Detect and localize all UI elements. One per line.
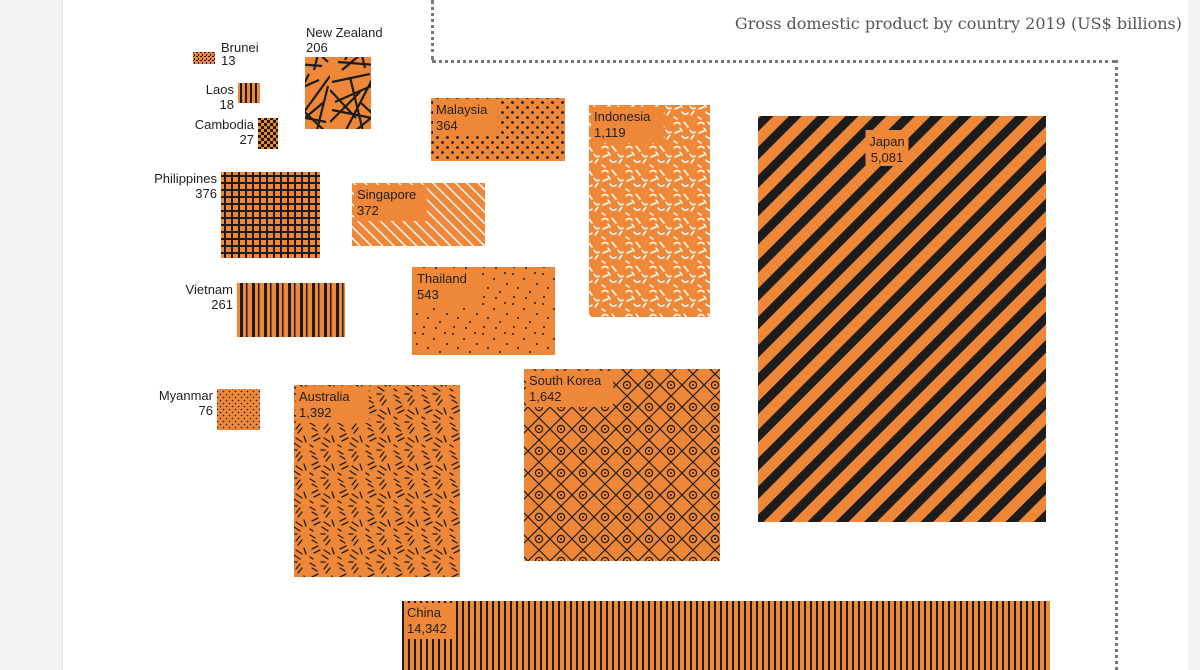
country-value-singapore: 372 bbox=[357, 203, 379, 218]
chart-title: Gross domestic product by country 2019 (… bbox=[734, 14, 1182, 33]
page-left-gutter bbox=[0, 0, 63, 670]
country-name-japan: Japan bbox=[869, 134, 904, 149]
country-value-south-korea: 1,642 bbox=[529, 389, 562, 404]
country-name-malaysia: Malaysia bbox=[436, 102, 488, 117]
label-background-china bbox=[404, 603, 456, 639]
country-name-vietnam: Vietnam bbox=[186, 282, 233, 297]
country-rect-philippines bbox=[221, 172, 320, 258]
country-value-australia: 1,392 bbox=[299, 405, 332, 420]
country-value-cambodia: 27 bbox=[240, 132, 254, 147]
country-value-china: 14,342 bbox=[407, 621, 447, 636]
frame-divider-right bbox=[1115, 60, 1118, 670]
country-name-myanmar: Myanmar bbox=[159, 388, 214, 403]
label-background-thailand bbox=[414, 269, 480, 305]
country-value-thailand: 543 bbox=[417, 287, 439, 302]
frame-divider-top bbox=[432, 60, 1116, 63]
country-rect-china bbox=[402, 601, 1050, 670]
label-background-indonesia bbox=[591, 107, 664, 143]
country-value-laos: 18 bbox=[220, 97, 234, 112]
country-name-singapore: Singapore bbox=[357, 187, 416, 202]
country-rect-new-zealand bbox=[305, 57, 371, 129]
label-background-south-korea bbox=[526, 371, 614, 407]
country-rect-japan bbox=[758, 116, 1046, 522]
country-name-cambodia: Cambodia bbox=[195, 117, 255, 132]
frame-divider-left bbox=[431, 0, 434, 60]
country-name-brunei: Brunei bbox=[221, 40, 259, 55]
country-name-indonesia: Indonesia bbox=[594, 109, 651, 124]
country-value-japan: 5,081 bbox=[871, 150, 904, 165]
country-name-new-zealand: New Zealand bbox=[306, 25, 383, 40]
country-value-myanmar: 76 bbox=[199, 403, 213, 418]
country-rect-laos bbox=[238, 83, 260, 103]
country-value-new-zealand: 206 bbox=[306, 40, 328, 55]
country-name-australia: Australia bbox=[299, 389, 350, 404]
country-value-philippines: 376 bbox=[195, 186, 217, 201]
country-value-indonesia: 1,119 bbox=[594, 125, 626, 140]
country-value-vietnam: 261 bbox=[211, 297, 233, 312]
country-name-thailand: Thailand bbox=[417, 271, 467, 286]
label-background-japan bbox=[865, 130, 909, 166]
label-background-australia bbox=[296, 387, 369, 423]
label-background-singapore bbox=[354, 185, 427, 221]
country-name-china: China bbox=[407, 605, 442, 620]
country-rect-myanmar bbox=[217, 389, 260, 430]
country-value-malaysia: 364 bbox=[436, 118, 458, 133]
country-name-south-korea: South Korea bbox=[529, 373, 602, 388]
country-rect-vietnam bbox=[237, 283, 345, 337]
country-rect-brunei bbox=[193, 52, 215, 64]
page-right-gutter bbox=[1188, 0, 1200, 670]
country-value-brunei: 13 bbox=[221, 53, 235, 68]
country-name-laos: Laos bbox=[206, 82, 235, 97]
country-rect-cambodia bbox=[258, 118, 278, 149]
label-background-malaysia bbox=[433, 100, 499, 136]
country-name-philippines: Philippines bbox=[154, 171, 217, 186]
